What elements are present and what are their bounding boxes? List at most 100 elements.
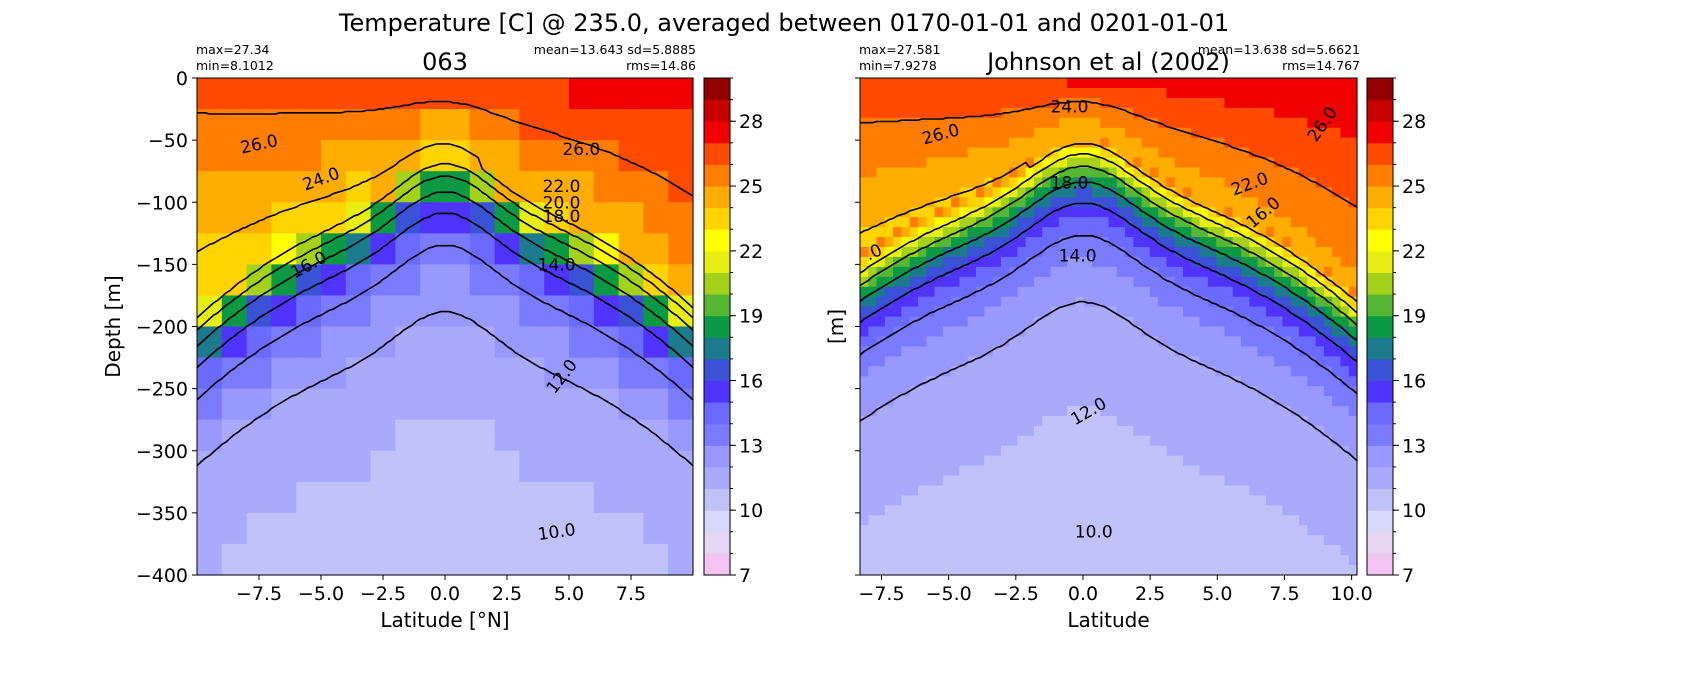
heatmap-cell <box>1207 147 1217 159</box>
heatmap-cell <box>1323 97 1333 109</box>
heatmap-cell <box>1149 376 1159 387</box>
heatmap-cell <box>1241 276 1250 288</box>
heatmap-cell <box>967 276 977 288</box>
heatmap-cell <box>934 515 944 526</box>
heatmap-cell <box>959 296 969 308</box>
heatmap-cell <box>942 266 952 278</box>
heatmap-cell <box>1166 415 1176 427</box>
heatmap-cell <box>1000 276 1010 288</box>
heatmap-cell <box>1340 376 1350 387</box>
heatmap-cell <box>876 167 886 178</box>
heatmap-cell <box>1058 306 1068 318</box>
heatmap-cell <box>1025 97 1035 109</box>
heatmap-cell <box>860 127 869 139</box>
heatmap-cell <box>221 481 248 514</box>
heatmap-cell <box>868 535 878 546</box>
heatmap-cell <box>1183 366 1192 377</box>
heatmap-cell <box>643 171 669 203</box>
heatmap-cell <box>967 435 977 447</box>
heatmap-cell <box>1075 485 1085 497</box>
heatmap-cell <box>1166 485 1176 497</box>
heatmap-cell <box>1207 565 1217 576</box>
heatmap-cell <box>1058 326 1068 338</box>
heatmap-cell <box>1348 167 1358 178</box>
heatmap-cell <box>1017 246 1027 258</box>
heatmap-cell <box>1141 475 1151 487</box>
heatmap-cell <box>951 475 960 487</box>
heatmap-cell <box>1100 366 1110 377</box>
heatmap-cell <box>1166 266 1176 278</box>
heatmap-cell <box>1183 475 1192 487</box>
heatmap-cell <box>1232 425 1242 437</box>
heatmap-cell <box>1232 475 1242 487</box>
heatmap-cell <box>1232 565 1242 576</box>
heatmap-cell <box>1075 306 1085 318</box>
heatmap-cell <box>926 246 936 258</box>
heatmap-cell <box>1257 316 1267 328</box>
heatmap-cell <box>1116 256 1126 268</box>
heatmap-cell <box>1125 147 1134 159</box>
heatmap-cell <box>1058 545 1068 556</box>
heatmap-cell <box>1340 495 1350 507</box>
heatmap-cell <box>934 545 944 556</box>
heatmap-cell <box>1191 207 1201 218</box>
heatmap-cell <box>942 207 952 218</box>
heatmap-cell <box>942 555 952 566</box>
heatmap-cell <box>1348 256 1358 268</box>
heatmap-cell <box>1265 545 1275 556</box>
heatmap-cell <box>1348 425 1358 437</box>
heatmap-cell <box>1299 485 1308 497</box>
heatmap-cell <box>926 535 936 546</box>
heatmap-cell <box>1125 286 1134 298</box>
heatmap-cell <box>1025 465 1035 477</box>
heatmap-cell <box>1050 286 1060 298</box>
heatmap-cell <box>1025 376 1035 387</box>
heatmap-cell <box>1174 346 1184 357</box>
heatmap-cell <box>1257 435 1267 447</box>
heatmap-cell <box>1017 515 1027 526</box>
heatmap-cell <box>951 495 960 507</box>
heatmap-cell <box>934 326 944 338</box>
x-tick-label: 7.5 <box>616 583 646 605</box>
heatmap-cell <box>992 246 1002 258</box>
heatmap-cell <box>1274 207 1284 218</box>
heatmap-cell <box>1017 127 1027 139</box>
heatmap-cell <box>1075 197 1085 208</box>
heatmap-cell <box>1183 356 1192 367</box>
heatmap-cell <box>860 237 869 248</box>
heatmap-cell <box>917 565 927 576</box>
heatmap-cell <box>1265 227 1275 238</box>
heatmap-cell <box>1307 187 1317 198</box>
heatmap-cell <box>221 512 248 545</box>
heatmap-cell <box>1232 535 1242 546</box>
heatmap-cell <box>860 505 869 516</box>
heatmap-cell <box>1199 177 1209 188</box>
heatmap-cell <box>1207 445 1217 457</box>
heatmap-cell <box>1158 505 1168 516</box>
heatmap-cell <box>951 256 960 268</box>
heatmap-cell <box>321 357 347 390</box>
heatmap-cell <box>860 465 869 477</box>
heatmap-cell <box>1265 306 1275 318</box>
heatmap-cell <box>1058 485 1068 497</box>
heatmap-cell <box>1191 465 1201 477</box>
heatmap-cell <box>1083 227 1093 238</box>
heatmap-cell <box>1083 465 1093 477</box>
heatmap-cell <box>1299 326 1308 338</box>
heatmap-cell <box>884 266 894 278</box>
heatmap-cell <box>1282 97 1292 109</box>
heatmap-cell <box>1199 515 1209 526</box>
heatmap-cell <box>1042 227 1052 238</box>
heatmap-cell <box>271 388 297 421</box>
heatmap-cell <box>1125 296 1134 308</box>
heatmap-cell <box>926 475 936 487</box>
heatmap-cell <box>1116 376 1126 387</box>
heatmap-cell <box>893 296 903 308</box>
heatmap-cell <box>1133 495 1143 507</box>
heatmap-cell <box>1299 435 1308 447</box>
heatmap-cell <box>1083 97 1093 109</box>
heatmap-cell <box>917 256 927 268</box>
heatmap-cell <box>1216 366 1226 377</box>
heatmap-cell <box>1315 147 1325 159</box>
heatmap-cell <box>868 555 878 566</box>
